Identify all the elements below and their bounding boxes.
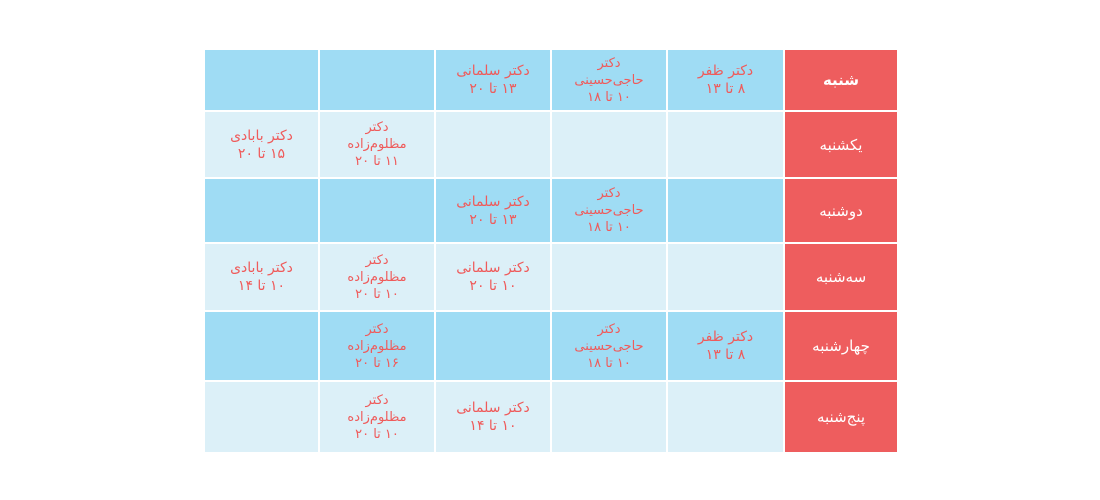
- hours-text: ۱۳ تا ۲۰: [469, 81, 517, 97]
- empty-cell: [668, 382, 783, 452]
- day-label: یکشنبه: [819, 135, 863, 154]
- empty-cell: [552, 112, 666, 177]
- schedule-cell: دکتر سلمانی ۱۰ تا ۲۰: [436, 244, 550, 310]
- day-header: پنج‌شنبه: [785, 382, 897, 452]
- doctor-name: حاجی‌حسینی: [574, 338, 644, 354]
- day-header: سه‌شنبه: [785, 244, 897, 310]
- hours-text: ۱۰ تا ۱۸: [587, 89, 631, 105]
- schedule-cell: دکتر بابادی ۱۵ تا ۲۰: [205, 112, 318, 177]
- schedule-table: دکتر سلمانی ۱۳ تا ۲۰ دکتر حاجی‌حسینی ۱۰ تا ۱…: [205, 50, 897, 452]
- doctor-name: مظلوم‌زاده: [347, 338, 407, 354]
- hours-text: ۱۰ تا ۲۰: [355, 286, 399, 302]
- doctor-name: دکتر سلمانی: [456, 260, 530, 276]
- empty-cell: [205, 50, 318, 110]
- doctor-name: دکتر ظفر: [697, 63, 754, 79]
- doctor-name: دکتر: [365, 392, 389, 408]
- schedule-cell: دکتر ظفر ۸ تا ۱۳: [668, 50, 783, 110]
- schedule-cell: دکتر حاجی‌حسینی ۱۰ تا ۱۸: [552, 312, 666, 380]
- hours-text: ۱۰ تا ۱۸: [587, 220, 631, 235]
- day-label: سه‌شنبه: [815, 268, 867, 286]
- day-label: دوشنبه: [819, 201, 863, 220]
- empty-cell: [436, 312, 550, 380]
- empty-cell: [552, 244, 666, 310]
- empty-cell: [668, 179, 783, 242]
- hours-text: ۱۰ تا ۱۸: [587, 355, 631, 371]
- hours-text: ۱۳ تا ۲۰: [469, 211, 517, 228]
- day-header: شنبه: [785, 50, 897, 110]
- empty-cell: [436, 112, 550, 177]
- doctor-name: دکتر: [597, 186, 621, 201]
- schedule-cell: دکتر سلمانی ۱۳ تا ۲۰: [436, 50, 550, 110]
- empty-cell: [205, 312, 318, 380]
- day-label: شنبه: [822, 71, 860, 89]
- schedule-cell: دکتر مظلوم‌زاده ۱۶ تا ۲۰: [320, 312, 434, 380]
- day-label: پنج‌شنبه: [816, 408, 866, 426]
- doctor-name: دکتر: [365, 252, 389, 268]
- doctor-name: دکتر: [365, 120, 389, 135]
- day-header: یکشنبه: [785, 112, 897, 177]
- doctor-name: دکتر بابادی: [230, 127, 293, 144]
- empty-cell: [205, 179, 318, 242]
- empty-cell: [668, 244, 783, 310]
- schedule-cell: دکتر سلمانی ۱۰ تا ۱۴: [436, 382, 550, 452]
- doctor-name: دکتر: [597, 321, 621, 337]
- doctor-name: دکتر سلمانی: [456, 193, 530, 210]
- hours-text: ۱۰ تا ۲۰: [355, 426, 399, 442]
- doctor-name: مظلوم‌زاده: [347, 269, 407, 285]
- empty-cell: [320, 50, 434, 110]
- hours-text: ۱۱ تا ۲۰: [355, 154, 399, 169]
- hours-text: ۱۶ تا ۲۰: [355, 355, 399, 371]
- hours-text: ۸ تا ۱۳: [705, 81, 746, 97]
- day-header: چهارشنبه: [785, 312, 897, 380]
- schedule-cell: دکتر حاجی‌حسینی ۱۰ تا ۱۸: [552, 50, 666, 110]
- hours-text: ۱۵ تا ۲۰: [237, 145, 286, 162]
- hours-text: ۱۰ تا ۲۰: [469, 278, 517, 294]
- schedule-cell: دکتر حاجی‌حسینی ۱۰ تا ۱۸: [552, 179, 666, 242]
- doctor-name: دکتر: [365, 321, 389, 337]
- hours-text: ۸ تا ۱۳: [705, 347, 746, 363]
- day-label: چهارشنبه: [812, 337, 870, 355]
- doctor-name: دکتر بابادی: [230, 260, 293, 276]
- empty-cell: [668, 112, 783, 177]
- schedule-cell: دکتر مظلوم‌زاده ۱۰ تا ۲۰: [320, 244, 434, 310]
- schedule-cell: دکتر ظفر ۸ تا ۱۳: [668, 312, 783, 380]
- hours-text: ۱۰ تا ۱۴: [237, 278, 286, 294]
- empty-cell: [552, 382, 666, 452]
- empty-cell: [320, 179, 434, 242]
- doctor-name: حاجی‌حسینی: [574, 72, 644, 88]
- empty-cell: [205, 382, 318, 452]
- schedule-cell: دکتر مظلوم‌زاده ۱۰ تا ۲۰: [320, 382, 434, 452]
- doctor-name: دکتر سلمانی: [456, 400, 530, 416]
- doctor-name: حاجی‌حسینی: [574, 203, 644, 218]
- day-header: دوشنبه: [785, 179, 897, 242]
- doctor-name: دکتر: [597, 55, 621, 71]
- doctor-name: مظلوم‌زاده: [347, 409, 407, 425]
- schedule-cell: دکتر بابادی ۱۰ تا ۱۴: [205, 244, 318, 310]
- doctor-name: دکتر ظفر: [697, 329, 754, 345]
- schedule-cell: دکتر مظلوم‌زاده ۱۱ تا ۲۰: [320, 112, 434, 177]
- schedule-cell: دکتر سلمانی ۱۳ تا ۲۰: [436, 179, 550, 242]
- doctor-name: مظلوم‌زاده: [347, 137, 407, 152]
- hours-text: ۱۰ تا ۱۴: [469, 418, 517, 434]
- doctor-name: دکتر سلمانی: [456, 63, 530, 79]
